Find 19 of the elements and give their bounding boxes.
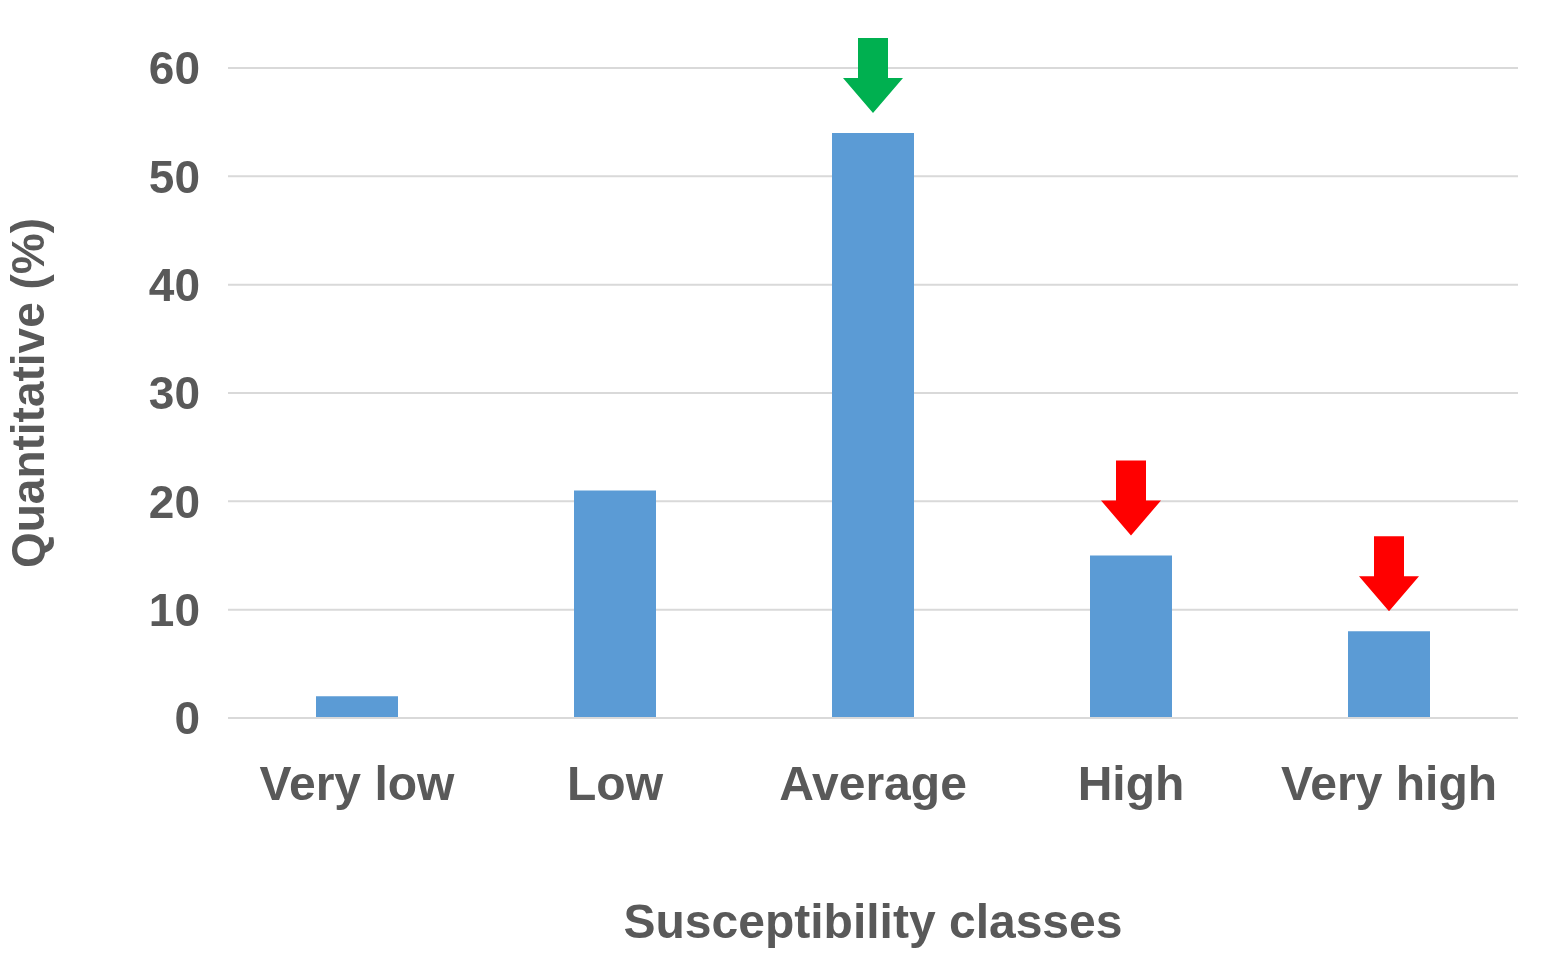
x-tick-label: Very low: [259, 757, 456, 811]
x-tick-label: Average: [779, 757, 967, 811]
y-tick-label: 0: [174, 692, 200, 745]
y-tick-label: 10: [148, 584, 200, 636]
y-tick-label: 40: [148, 259, 200, 311]
bar: [1090, 555, 1172, 718]
y-tick-label: 20: [148, 475, 200, 528]
y-axis-title: Quantitative (%): [2, 217, 55, 569]
x-tick-label: Very high: [1280, 757, 1498, 811]
bar: [316, 696, 398, 718]
x-tick-label: High: [1077, 757, 1185, 811]
x-tick-label: Low: [567, 757, 664, 811]
y-tick-label: 50: [148, 150, 200, 203]
bar: [574, 490, 656, 718]
bar: [1348, 631, 1430, 718]
x-axis-title: Susceptibility classes: [623, 895, 1123, 948]
y-tick-label: 60: [148, 42, 200, 95]
y-tick-label: 30: [148, 367, 200, 420]
bar: [832, 133, 914, 718]
